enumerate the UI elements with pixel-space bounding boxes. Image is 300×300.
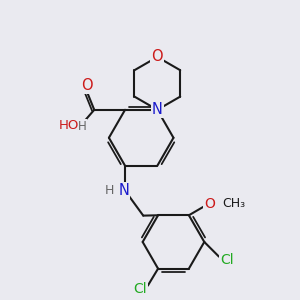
Text: N: N — [118, 183, 129, 198]
Text: H: H — [105, 184, 115, 196]
Text: O: O — [81, 78, 93, 93]
Text: O: O — [204, 196, 215, 211]
Text: H: H — [77, 120, 86, 133]
Text: Cl: Cl — [133, 282, 146, 296]
Text: Cl: Cl — [220, 253, 234, 267]
Text: HO: HO — [58, 118, 79, 132]
Text: N: N — [152, 102, 163, 117]
Text: CH₃: CH₃ — [222, 197, 245, 210]
Text: O: O — [152, 50, 163, 64]
